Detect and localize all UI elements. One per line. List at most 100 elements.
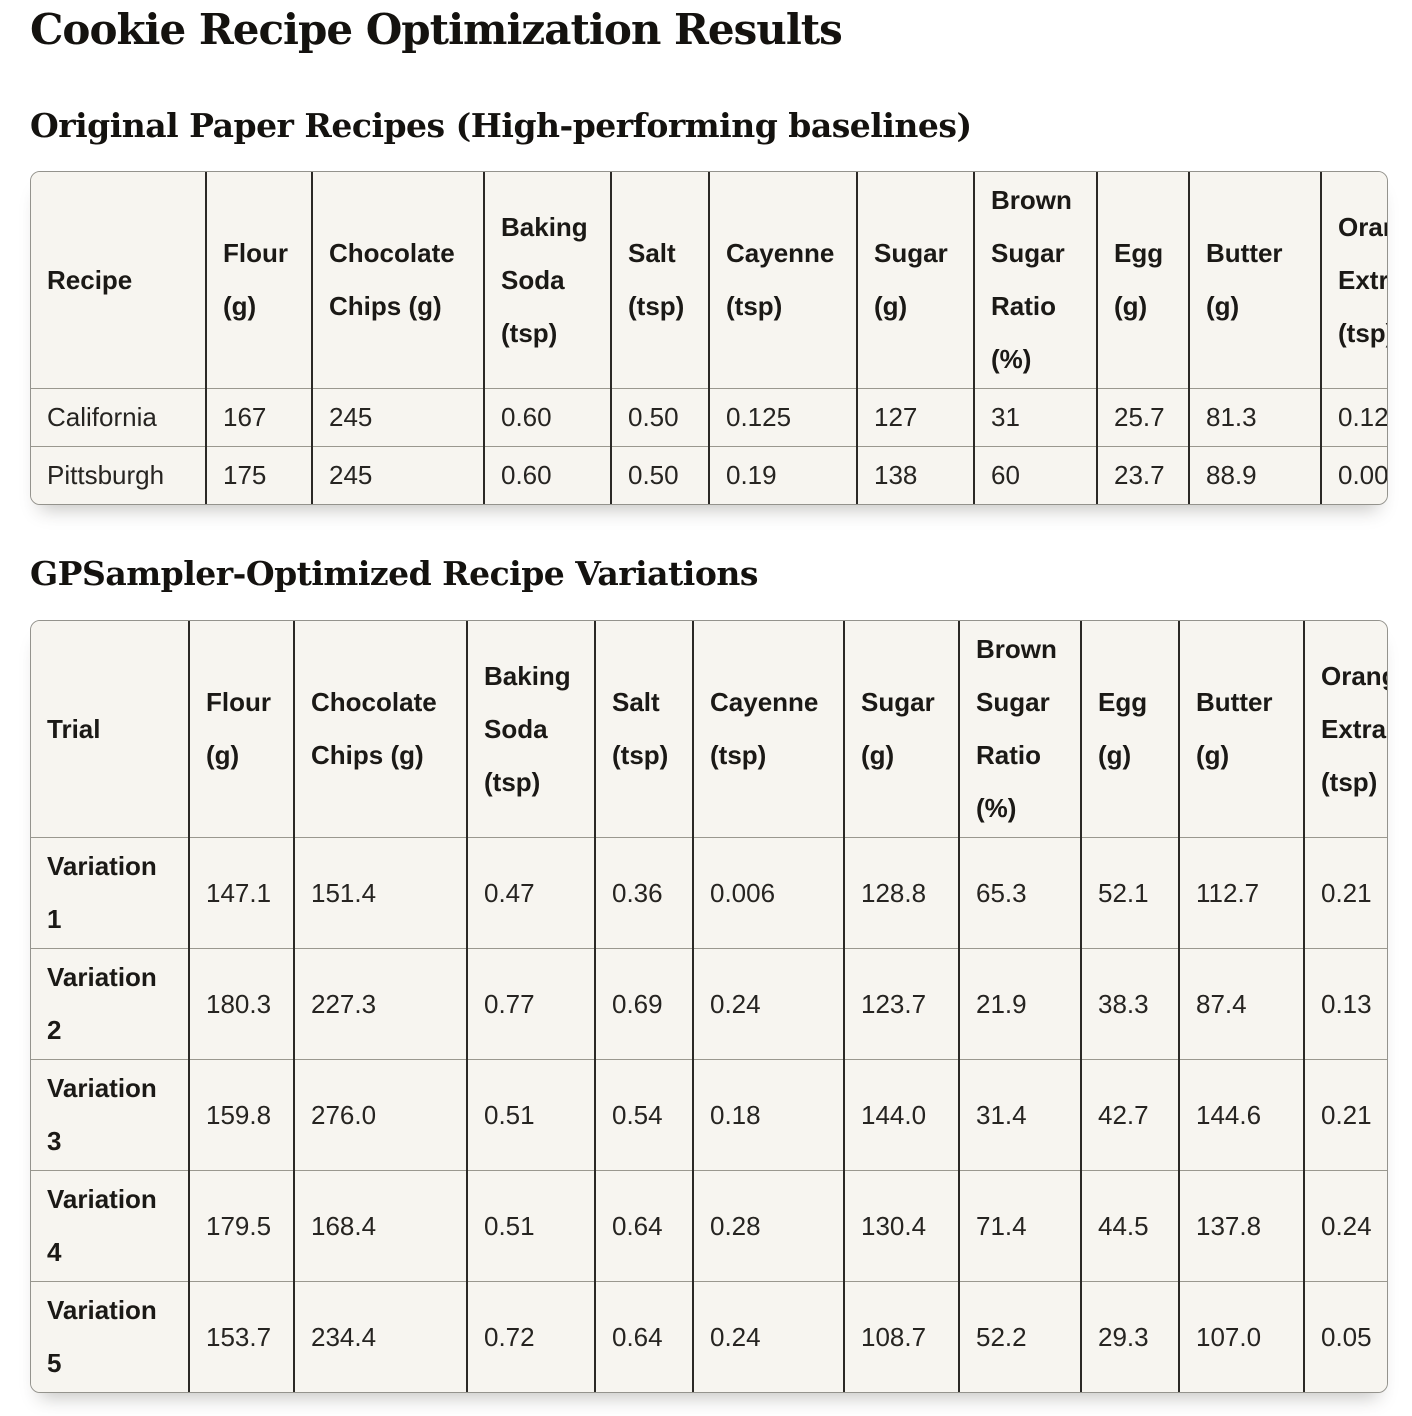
header-row: Trial Flour (g) Chocolate Chips (g) Baking … [31,621,1387,838]
table-row: Pittsburgh 175 245 0.60 0.50 0.19 138 60 23.7 88.… [31,446,1387,505]
header-row: Recipe Flour (g) Chocolate Chips (g) Baking… [31,172,1387,389]
original-recipes-table: Recipe Flour (g) Chocolate Chips (g) Baking… [31,172,1387,505]
column-header: Flour (g) [188,621,294,838]
value-cell: 245 [311,388,484,447]
value-cell: 71.4 [958,1170,1081,1282]
original-recipes-table-container[interactable]: Recipe Flour (g) Chocolate Chips (g) Baking… [30,171,1388,506]
column-header: Salt (tsp) [594,621,693,838]
value-cell: 168.4 [293,1170,467,1282]
value-cell: 25.7 [1096,388,1189,447]
column-header: Baking Soda (tsp) [466,621,595,838]
value-cell: 0.69 [594,948,693,1060]
row-label-cell: Variation 3 [31,1059,189,1171]
value-cell: 0.51 [466,1170,595,1282]
column-header: Salt (tsp) [610,172,709,389]
value-cell: 0.13 [1303,948,1387,1060]
section-heading-optimized-variations: GPSampler-Optimized Recipe Variations [30,554,758,594]
value-cell: 112.7 [1178,837,1304,949]
value-cell: 144.6 [1178,1059,1304,1171]
row-label-cell: Variation 4 [31,1170,189,1282]
value-cell: 65.3 [958,837,1081,949]
value-cell: 52.1 [1080,837,1179,949]
value-cell: 29.3 [1080,1281,1179,1393]
column-header: Orange Extract (tsp) [1303,621,1387,838]
value-cell: 0.28 [692,1170,844,1282]
value-cell: 0.60 [483,388,611,447]
value-cell: 175 [205,446,312,505]
column-header: Recipe [47,264,133,295]
optimized-variations-table: Trial Flour (g) Chocolate Chips (g) Baking … [31,621,1387,1393]
value-cell: 81.3 [1188,388,1321,447]
column-header: Egg (g) [1080,621,1179,838]
value-cell: 0.47 [466,837,595,949]
row-label-cell: Variation 1 [31,837,189,949]
table-row: Variation 4 179.5 168.4 0.51 0.64 0.28 130.4 71… [31,1170,1387,1282]
value-cell: 38.3 [1080,948,1179,1060]
value-cell: 127 [856,388,974,447]
column-header: Cayenne (tsp) [708,172,857,389]
column-header: Chocolate Chips (g) [311,172,484,389]
value-cell: 0.21 [1303,837,1387,949]
value-cell: 0.50 [610,446,709,505]
value-cell: 87.4 [1178,948,1304,1060]
value-cell: 245 [311,446,484,505]
value-cell: 0.125 [708,388,857,447]
value-cell: 31 [973,388,1097,447]
column-header: Brown Sugar Ratio (%) [958,621,1081,838]
column-header: Baking Soda (tsp) [483,172,611,389]
value-cell: 144.0 [843,1059,959,1171]
column-header: Cayenne (tsp) [692,621,844,838]
row-label-cell: Variation 5 [31,1281,189,1393]
value-cell: 0.05 [1303,1281,1387,1393]
table-row: Variation 3 159.8 276.0 0.51 0.54 0.18 144.0 31… [31,1059,1387,1171]
value-cell: 0.60 [483,446,611,505]
column-header: Butter (g) [1178,621,1304,838]
section-heading-original-recipes: Original Paper Recipes (High-performing … [30,105,972,145]
value-cell: 88.9 [1188,446,1321,505]
value-cell: 128.8 [843,837,959,949]
value-cell: 0.24 [1303,1170,1387,1282]
table-row: Variation 5 153.7 234.4 0.72 0.64 0.24 108.7 52… [31,1281,1387,1393]
value-cell: 52.2 [958,1281,1081,1393]
value-cell: 0.24 [692,948,844,1060]
value-cell: 0.64 [594,1281,693,1393]
column-header: Chocolate Chips (g) [293,621,467,838]
value-cell: 0.36 [594,837,693,949]
row-label-cell: Pittsburgh [31,446,206,505]
column-header: Trial [47,713,101,744]
column-header: Sugar (g) [843,621,959,838]
value-cell: 179.5 [188,1170,294,1282]
value-cell: 0.125 [1320,388,1387,447]
value-cell: 31.4 [958,1059,1081,1171]
value-cell: 44.5 [1080,1170,1179,1282]
value-cell: 159.8 [188,1059,294,1171]
value-cell: 0.19 [708,446,857,505]
value-cell: 107.0 [1178,1281,1304,1393]
value-cell: 0.51 [466,1059,595,1171]
value-cell: 234.4 [293,1281,467,1393]
value-cell: 151.4 [293,837,467,949]
value-cell: 0.77 [466,948,595,1060]
value-cell: 0.00 [1320,446,1387,505]
column-header: Sugar (g) [856,172,974,389]
column-header: Flour (g) [205,172,312,389]
value-cell: 0.21 [1303,1059,1387,1171]
table-row: Variation 2 180.3 227.3 0.77 0.69 0.24 123.7 21… [31,948,1387,1060]
value-cell: 108.7 [843,1281,959,1393]
value-cell: 0.006 [692,837,844,949]
column-header: Brown Sugar Ratio (%) [973,172,1097,389]
row-label-cell: Variation 2 [31,948,189,1060]
value-cell: 0.24 [692,1281,844,1393]
value-cell: 0.18 [692,1059,844,1171]
value-cell: 138 [856,446,974,505]
value-cell: 0.72 [466,1281,595,1393]
optimized-variations-table-container[interactable]: Trial Flour (g) Chocolate Chips (g) Baking … [30,620,1388,1394]
value-cell: 147.1 [188,837,294,949]
column-header: Butter (g) [1188,172,1321,389]
page-title: Cookie Recipe Optimization Results [30,5,843,54]
document-page: Cookie Recipe Optimization Results Origi… [0,4,1412,1394]
row-label-cell: California [31,388,206,447]
table-row: Variation 1 147.1 151.4 0.47 0.36 0.006 128.8 6… [31,837,1387,949]
column-header: Orange Extract (tsp) [1320,172,1387,389]
value-cell: 42.7 [1080,1059,1179,1171]
